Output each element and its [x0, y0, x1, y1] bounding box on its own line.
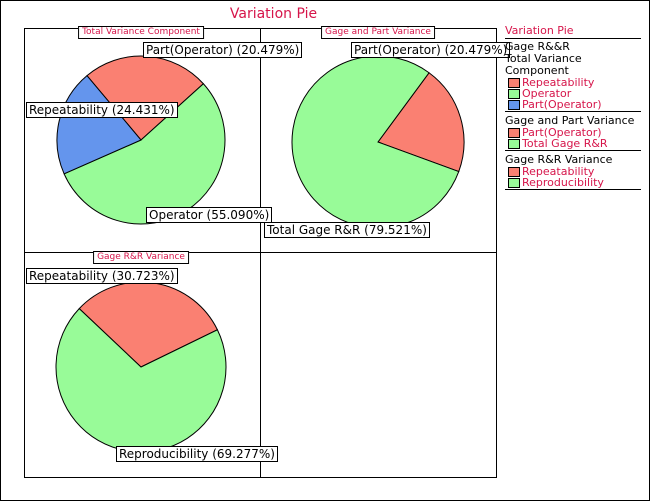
legend-title: Variation Pie	[505, 24, 641, 39]
legend-item: Total Gage R&R	[505, 138, 641, 149]
legend-swatch	[508, 78, 520, 88]
legend-item: Reproducibility	[505, 177, 641, 188]
grid-divider-horizontal	[25, 252, 496, 253]
legend-swatch	[508, 128, 520, 138]
pie-data-label: Total Gage R&R (79.521%)	[264, 222, 430, 238]
grid-divider-vertical	[260, 29, 261, 477]
legend-item-label: Total Gage R&R	[522, 137, 608, 150]
legend-item: Part(Operator)	[505, 127, 641, 138]
legend-swatch	[508, 100, 520, 110]
panel-title: Total Variance Component	[78, 26, 204, 39]
legend-swatch	[508, 89, 520, 99]
pie-data-label: Repeatability (24.431%)	[26, 102, 178, 118]
pie-data-label: Operator (55.090%)	[146, 207, 273, 223]
legend-separator	[505, 150, 641, 151]
legend-item-label: Part(Operator)	[522, 98, 602, 111]
legend-item: Part(Operator)	[505, 99, 641, 110]
panel-grid	[24, 28, 497, 478]
legend-groups: Total Variance Component Repeatability Ope…	[505, 53, 641, 190]
pie-slice-part-operator-	[56, 74, 142, 175]
legend-item-label: Repeatability	[522, 76, 595, 89]
legend-swatch	[508, 178, 520, 188]
legend-separator	[505, 111, 641, 112]
legend-item: Repeatability	[505, 77, 641, 88]
legend-swatch	[508, 139, 520, 149]
legend: Variation Pie Gage R&&R Total Variance C…	[505, 24, 641, 193]
legend-item: Repeatability	[505, 166, 641, 177]
legend-item-label: Reproducibility	[522, 176, 604, 189]
panel-title: Gage and Part Variance	[321, 26, 435, 39]
legend-item-label: Operator	[522, 87, 572, 100]
legend-separator	[505, 189, 641, 190]
pie-data-label: Repeatability (30.723%)	[26, 268, 178, 284]
pie-slice-part-operator-	[377, 72, 465, 173]
legend-group-title: Gage and Part Variance	[505, 114, 635, 127]
legend-group-title: Gage R&R Variance	[505, 153, 613, 166]
pie-data-label: Reproducibility (69.277%)	[116, 446, 278, 462]
chart-title: Variation Pie	[229, 6, 318, 22]
legend-root-label: Gage R&&R	[505, 40, 570, 53]
legend-swatch	[508, 167, 520, 177]
legend-item-label: Part(Operator)	[522, 126, 602, 139]
legend-item: Operator	[505, 88, 641, 99]
pie-data-label: Part(Operator) (20.479%)	[351, 42, 511, 58]
pie-data-label: Part(Operator) (20.479%)	[143, 42, 303, 58]
legend-item-label: Repeatability	[522, 165, 595, 178]
legend-group-title: Total Variance Component	[505, 52, 582, 77]
panel-title: Gage R&R Variance	[93, 251, 189, 264]
